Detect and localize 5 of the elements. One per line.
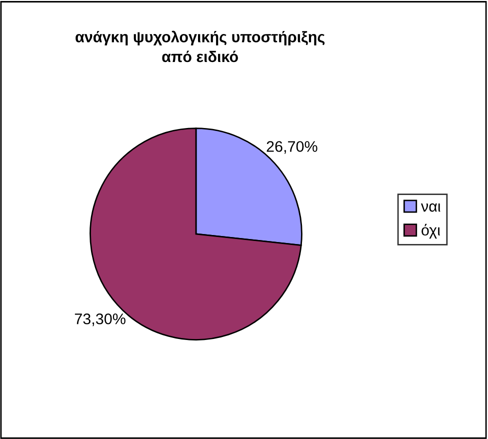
legend-label: ναι — [420, 203, 440, 212]
data-label: 73,30% — [74, 313, 126, 326]
data-label: 26,70% — [266, 141, 318, 154]
legend-label: όχι — [422, 224, 440, 239]
chart-title: ανάγκη ψυχολογικής υποστήριξης από ειδικό — [76, 30, 325, 62]
